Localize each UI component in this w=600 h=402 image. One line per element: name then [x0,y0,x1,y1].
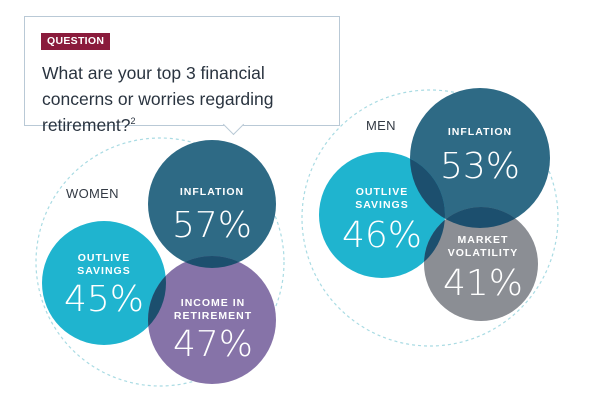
women-inflation-value: 57% [171,205,252,246]
men-market-circle [424,207,538,321]
women-income-value: 47% [172,324,253,365]
men-market-label: MARKET VOLATILITY [447,234,519,259]
men-outlive-circle [319,152,445,278]
women-inflation-circle [148,140,276,268]
men-outlive-label: OUTLIVE SAVINGS [355,186,409,211]
men-outlive-text: OUTLIVE SAVINGS 46% [340,186,424,256]
women-income-circle [148,256,276,384]
women-inflation-label: INFLATION [179,186,245,198]
men-market-value: 41% [443,263,524,304]
question-text-block: What are your top 3 financial concerns o… [42,60,332,138]
women-outlive-text: OUTLIVE SAVINGS 45% [62,252,146,320]
women-income-text: INCOME IN RETIREMENT 47% [168,297,258,365]
women-outlive-circle [42,221,166,345]
women-dashed-ring [35,137,285,387]
women-income-label: INCOME IN RETIREMENT [173,297,253,322]
men-market-text: MARKET VOLATILITY 41% [443,234,523,304]
men-outlive-value: 46% [341,215,422,256]
men-inflation-text: INFLATION 53% [420,126,540,187]
men-inflation-label: INFLATION [447,126,513,138]
men-inflation-value: 53% [439,146,520,187]
men-inflation-circle [410,88,550,228]
question-badge: QUESTION [41,33,111,50]
men-dashed-ring [301,89,559,347]
question-text: What are your top 3 financial concerns o… [42,63,274,135]
women-group-label: WOMEN [66,186,119,201]
women-inflation-text: INFLATION 57% [152,186,272,246]
question-footnote: 2 [130,116,136,127]
women-outlive-label: OUTLIVE SAVINGS [77,252,131,277]
men-group-label: MEN [366,118,396,133]
women-outlive-value: 45% [63,279,144,320]
